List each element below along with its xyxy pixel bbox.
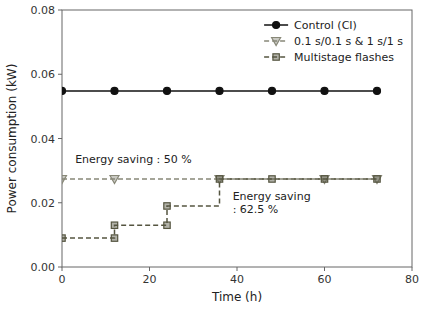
y-tick (58, 138, 62, 139)
plot-area (62, 87, 382, 241)
series-marker (111, 222, 117, 228)
series-marker (164, 87, 171, 94)
series-marker (373, 175, 382, 183)
y-tick (58, 202, 62, 203)
x-tick-label: 20 (143, 273, 157, 286)
annotation-line: Energy saving : 50 % (75, 153, 192, 166)
x-tick (149, 267, 150, 271)
series-marker (216, 176, 222, 182)
series-marker (269, 87, 276, 94)
x-tick (412, 267, 413, 271)
series-marker (110, 175, 119, 183)
y-tick-label: 0.00 (31, 261, 56, 274)
series-marker (320, 175, 329, 183)
legend-marker (273, 22, 280, 29)
plot-background (62, 10, 412, 267)
series-marker (164, 203, 170, 209)
series-marker (215, 175, 224, 183)
y-tick (58, 10, 62, 11)
annotation-line: : 62.5 % (233, 203, 279, 216)
y-tick (58, 74, 62, 75)
plot-frame (62, 10, 412, 267)
annotation: Energy saving : 50 % (75, 153, 192, 166)
x-tick-label: 40 (230, 273, 244, 286)
legend: Control (CI) 0.1 s/0.1 s & 1 s/1 s Multist… (264, 19, 403, 64)
y-tick-label: 0.08 (31, 4, 56, 17)
x-axis-label: Time (h) (211, 290, 262, 304)
series-marker (111, 235, 117, 241)
x-tick (62, 267, 63, 271)
x-tick-label: 60 (318, 273, 332, 286)
legend-label: Control (CI) (294, 19, 357, 32)
annotation-line: Energy saving (233, 190, 311, 203)
series-marker (62, 87, 66, 94)
series-marker (321, 87, 328, 94)
x-tick-label: 0 (59, 273, 66, 286)
series-marker (269, 176, 275, 182)
chart: 0 20 40 60 80 0.00 0.02 0.04 0.06 0.08 Time (h) Pow… (0, 0, 424, 311)
y-tick (58, 267, 62, 268)
annotation: Energy saving: 62.5 % (233, 190, 311, 216)
legend-label: Multistage flashes (294, 51, 394, 64)
y-tick-label: 0.04 (31, 133, 56, 146)
series-marker (374, 87, 381, 94)
series-marker (374, 176, 380, 182)
legend-label: 0.1 s/0.1 s & 1 s/1 s (294, 35, 403, 48)
series-marker (164, 222, 170, 228)
legend-marker (272, 38, 281, 46)
y-tick-label: 0.02 (31, 197, 56, 210)
series-line (62, 179, 377, 238)
series-marker (111, 87, 118, 94)
series-marker (62, 235, 65, 241)
x-tick (237, 267, 238, 271)
x-tick-label: 80 (405, 273, 419, 286)
legend-marker (273, 54, 279, 60)
series-marker (216, 87, 223, 94)
x-tick (324, 267, 325, 271)
series-marker (62, 175, 67, 183)
series-marker (321, 176, 327, 182)
y-tick-label: 0.06 (31, 68, 56, 81)
y-axis-label: Power consumption (kW) (5, 64, 19, 214)
